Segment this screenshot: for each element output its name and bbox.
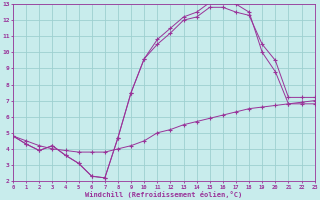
X-axis label: Windchill (Refroidissement éolien,°C): Windchill (Refroidissement éolien,°C)	[85, 191, 243, 198]
